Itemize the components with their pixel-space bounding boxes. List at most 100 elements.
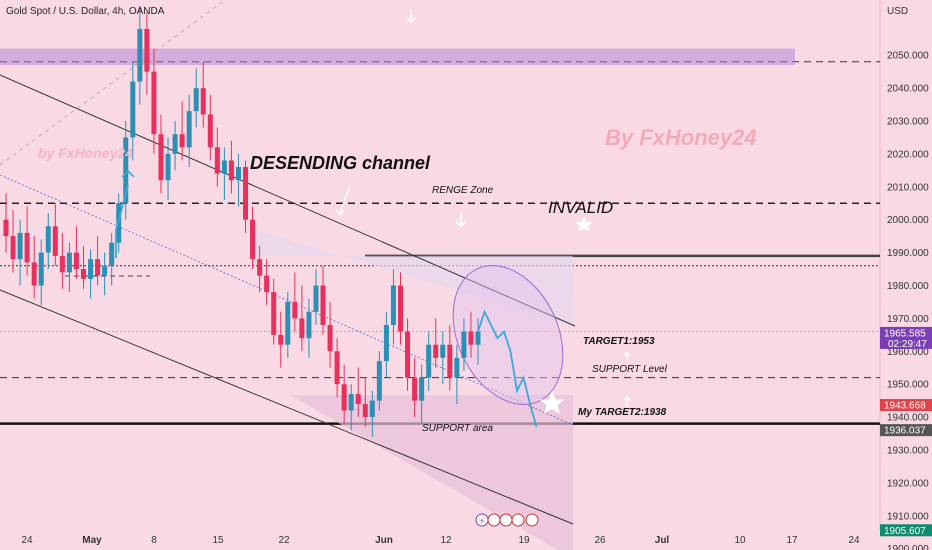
y-tick-label: 2030.000 [887,117,929,128]
range-zone-label: RENGE Zone [432,185,494,196]
candle-body [24,232,30,263]
candle-body [419,377,425,401]
candle-body [440,344,446,358]
event-icons[interactable]: ⚡ [475,513,539,527]
candle-body [123,137,129,204]
candle-body [221,160,227,174]
candle-body [137,28,143,82]
candles [3,5,481,437]
x-tick-label: Jun [375,535,393,546]
projection-up-path [115,184,129,258]
candle-body [299,318,305,339]
candle-body [461,331,467,358]
price-tag-bg [880,424,932,437]
candle-body [172,134,178,154]
up-arrow-icon [623,394,631,406]
candle-body [235,167,241,181]
candle-body [362,403,368,418]
candle-body [348,394,354,411]
candle-body [88,259,94,279]
candle-body [73,252,79,270]
candle-body [475,331,481,345]
candle-body [80,269,86,279]
x-tick-label: 12 [440,535,452,546]
candle-body [398,285,404,332]
x-tick-label: 15 [212,535,224,546]
candle-body [306,311,312,339]
invalid-label: INVALID [548,198,613,217]
projection-up-arrowhead [121,169,135,178]
candle-body [144,28,150,72]
x-tick-label: Jul [655,535,670,546]
candle-body [390,285,396,325]
candle-body [313,285,319,312]
candle-body [369,400,375,418]
curved-arrow-icon [335,185,351,217]
currency-label: USD [887,6,908,17]
support-area-label: SUPPORT area [422,423,493,434]
x-tick-label: May [82,535,102,546]
x-axis[interactable]: 24 May 8 15 22 Jun 12 19 26 Jul 10 17 24 [21,535,860,546]
candle-body [200,88,206,115]
channel-label: DESENDING channel [250,153,431,173]
y-tick-label: 1950.000 [887,380,929,391]
y-tick-label: 2040.000 [887,84,929,95]
price-tag-label: 1936.037 [884,426,926,437]
trend-line [0,0,226,166]
price-tag-bg [880,399,932,412]
range-zone [255,230,575,326]
y-tick-label: 1910.000 [887,511,929,522]
candle-body [264,275,270,293]
zones [0,0,795,550]
y-tick-label: 1920.000 [887,478,929,489]
star-icon [575,216,593,232]
candle-body [468,331,474,345]
down-arrow-icon [455,212,467,228]
y-tick-label: 2050.000 [887,51,929,62]
x-tick-label: 8 [151,535,157,546]
y-tick-label: 1960.000 [887,347,929,358]
x-tick-label: 24 [848,535,860,546]
candle-body [383,324,389,362]
candle-body [17,232,23,260]
x-tick-label: 22 [278,535,290,546]
candle-body [243,167,249,220]
candle-body [66,252,72,273]
y-tick-label: 1970.000 [887,314,929,325]
watermark-left: by FxHoney24 [38,145,133,161]
candle-body [257,259,263,276]
candle-body [327,324,333,352]
candle-body [52,226,58,256]
target2-label: My TARGET2:1938 [578,407,667,418]
candle-body [447,344,453,378]
candle-body [278,334,284,345]
candle-body [59,255,65,273]
candle-body [45,226,51,253]
candle-body [130,81,136,138]
candle-body [3,219,9,237]
candle-body [454,357,460,378]
y-tick-label: 1930.000 [887,446,929,457]
candle-body [292,301,298,319]
candle-body [95,259,101,276]
candle-body [405,331,411,378]
y-tick-label: 2010.000 [887,182,929,193]
candle-body [341,384,347,411]
x-tick-label: 24 [21,535,33,546]
candle-body [320,285,326,325]
candle-body [433,344,439,358]
candle-body [228,160,234,181]
x-tick-label: 17 [786,535,798,546]
channel-lower-line [0,289,574,525]
candle-body [158,134,164,181]
candle-body [10,236,16,260]
candle-body [355,394,361,404]
candle-body [102,265,108,276]
countdown-label: 02:29:47 [888,339,927,350]
y-tick-label: 1940.000 [887,413,929,424]
up-arrow-icon [623,350,631,362]
star-icon [539,391,565,414]
y-axis[interactable]: 1900.000 1910.000 1920.000 1930.000 1940.000… [887,51,929,550]
candle-body [151,71,157,135]
